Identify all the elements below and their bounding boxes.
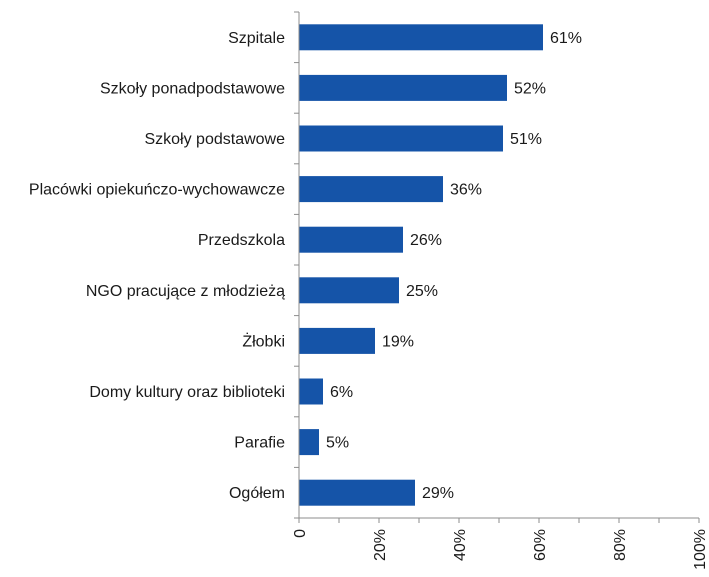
category-label: Żłobki <box>242 331 285 350</box>
data-label: 52% <box>514 80 546 97</box>
data-label: 61% <box>550 30 582 47</box>
bar-7 <box>299 327 375 354</box>
category-label: Szkoły ponadpodstawowe <box>100 80 285 97</box>
bar-9 <box>299 429 319 456</box>
x-tick-label: 0 <box>292 529 309 538</box>
data-label: 29% <box>422 485 454 502</box>
bar-10 <box>299 479 415 506</box>
data-label: 19% <box>382 333 414 350</box>
x-tick-label: 60% <box>532 529 549 561</box>
bar-5 <box>299 226 403 253</box>
category-label: Szkoły podstawowe <box>144 131 285 148</box>
category-label: Domy kultury oraz biblioteki <box>89 384 285 401</box>
bar-8 <box>299 378 323 405</box>
category-label: Przedszkola <box>198 232 285 249</box>
bar-4 <box>299 176 443 203</box>
data-label: 26% <box>410 232 442 249</box>
category-label: Parafie <box>234 435 285 452</box>
category-label: Szpitale <box>228 30 285 47</box>
labels-layer: Szpitale 61% Szkoły ponadpodstawowe 52% Szko… <box>29 30 709 570</box>
data-label: 51% <box>510 131 542 148</box>
x-tick-label: 100% <box>692 529 709 570</box>
x-tick-label: 40% <box>452 529 469 561</box>
bars-layer <box>299 24 543 506</box>
x-tick-label: 80% <box>612 529 629 561</box>
category-label: NGO pracujące z młodzieżą <box>86 283 285 300</box>
x-tick-label: 20% <box>372 529 389 561</box>
data-label: 36% <box>450 182 482 199</box>
data-label: 25% <box>406 283 438 300</box>
data-label: 5% <box>326 435 349 452</box>
category-label: Placówki opiekuńczo-wychowawcze <box>29 182 285 199</box>
bar-3 <box>299 125 503 152</box>
bar-2 <box>299 74 507 101</box>
category-label: Ogółem <box>229 485 285 502</box>
axes-layer <box>294 11 700 523</box>
data-label: 6% <box>330 384 353 401</box>
bar-1 <box>299 24 543 51</box>
bar-6 <box>299 277 399 304</box>
